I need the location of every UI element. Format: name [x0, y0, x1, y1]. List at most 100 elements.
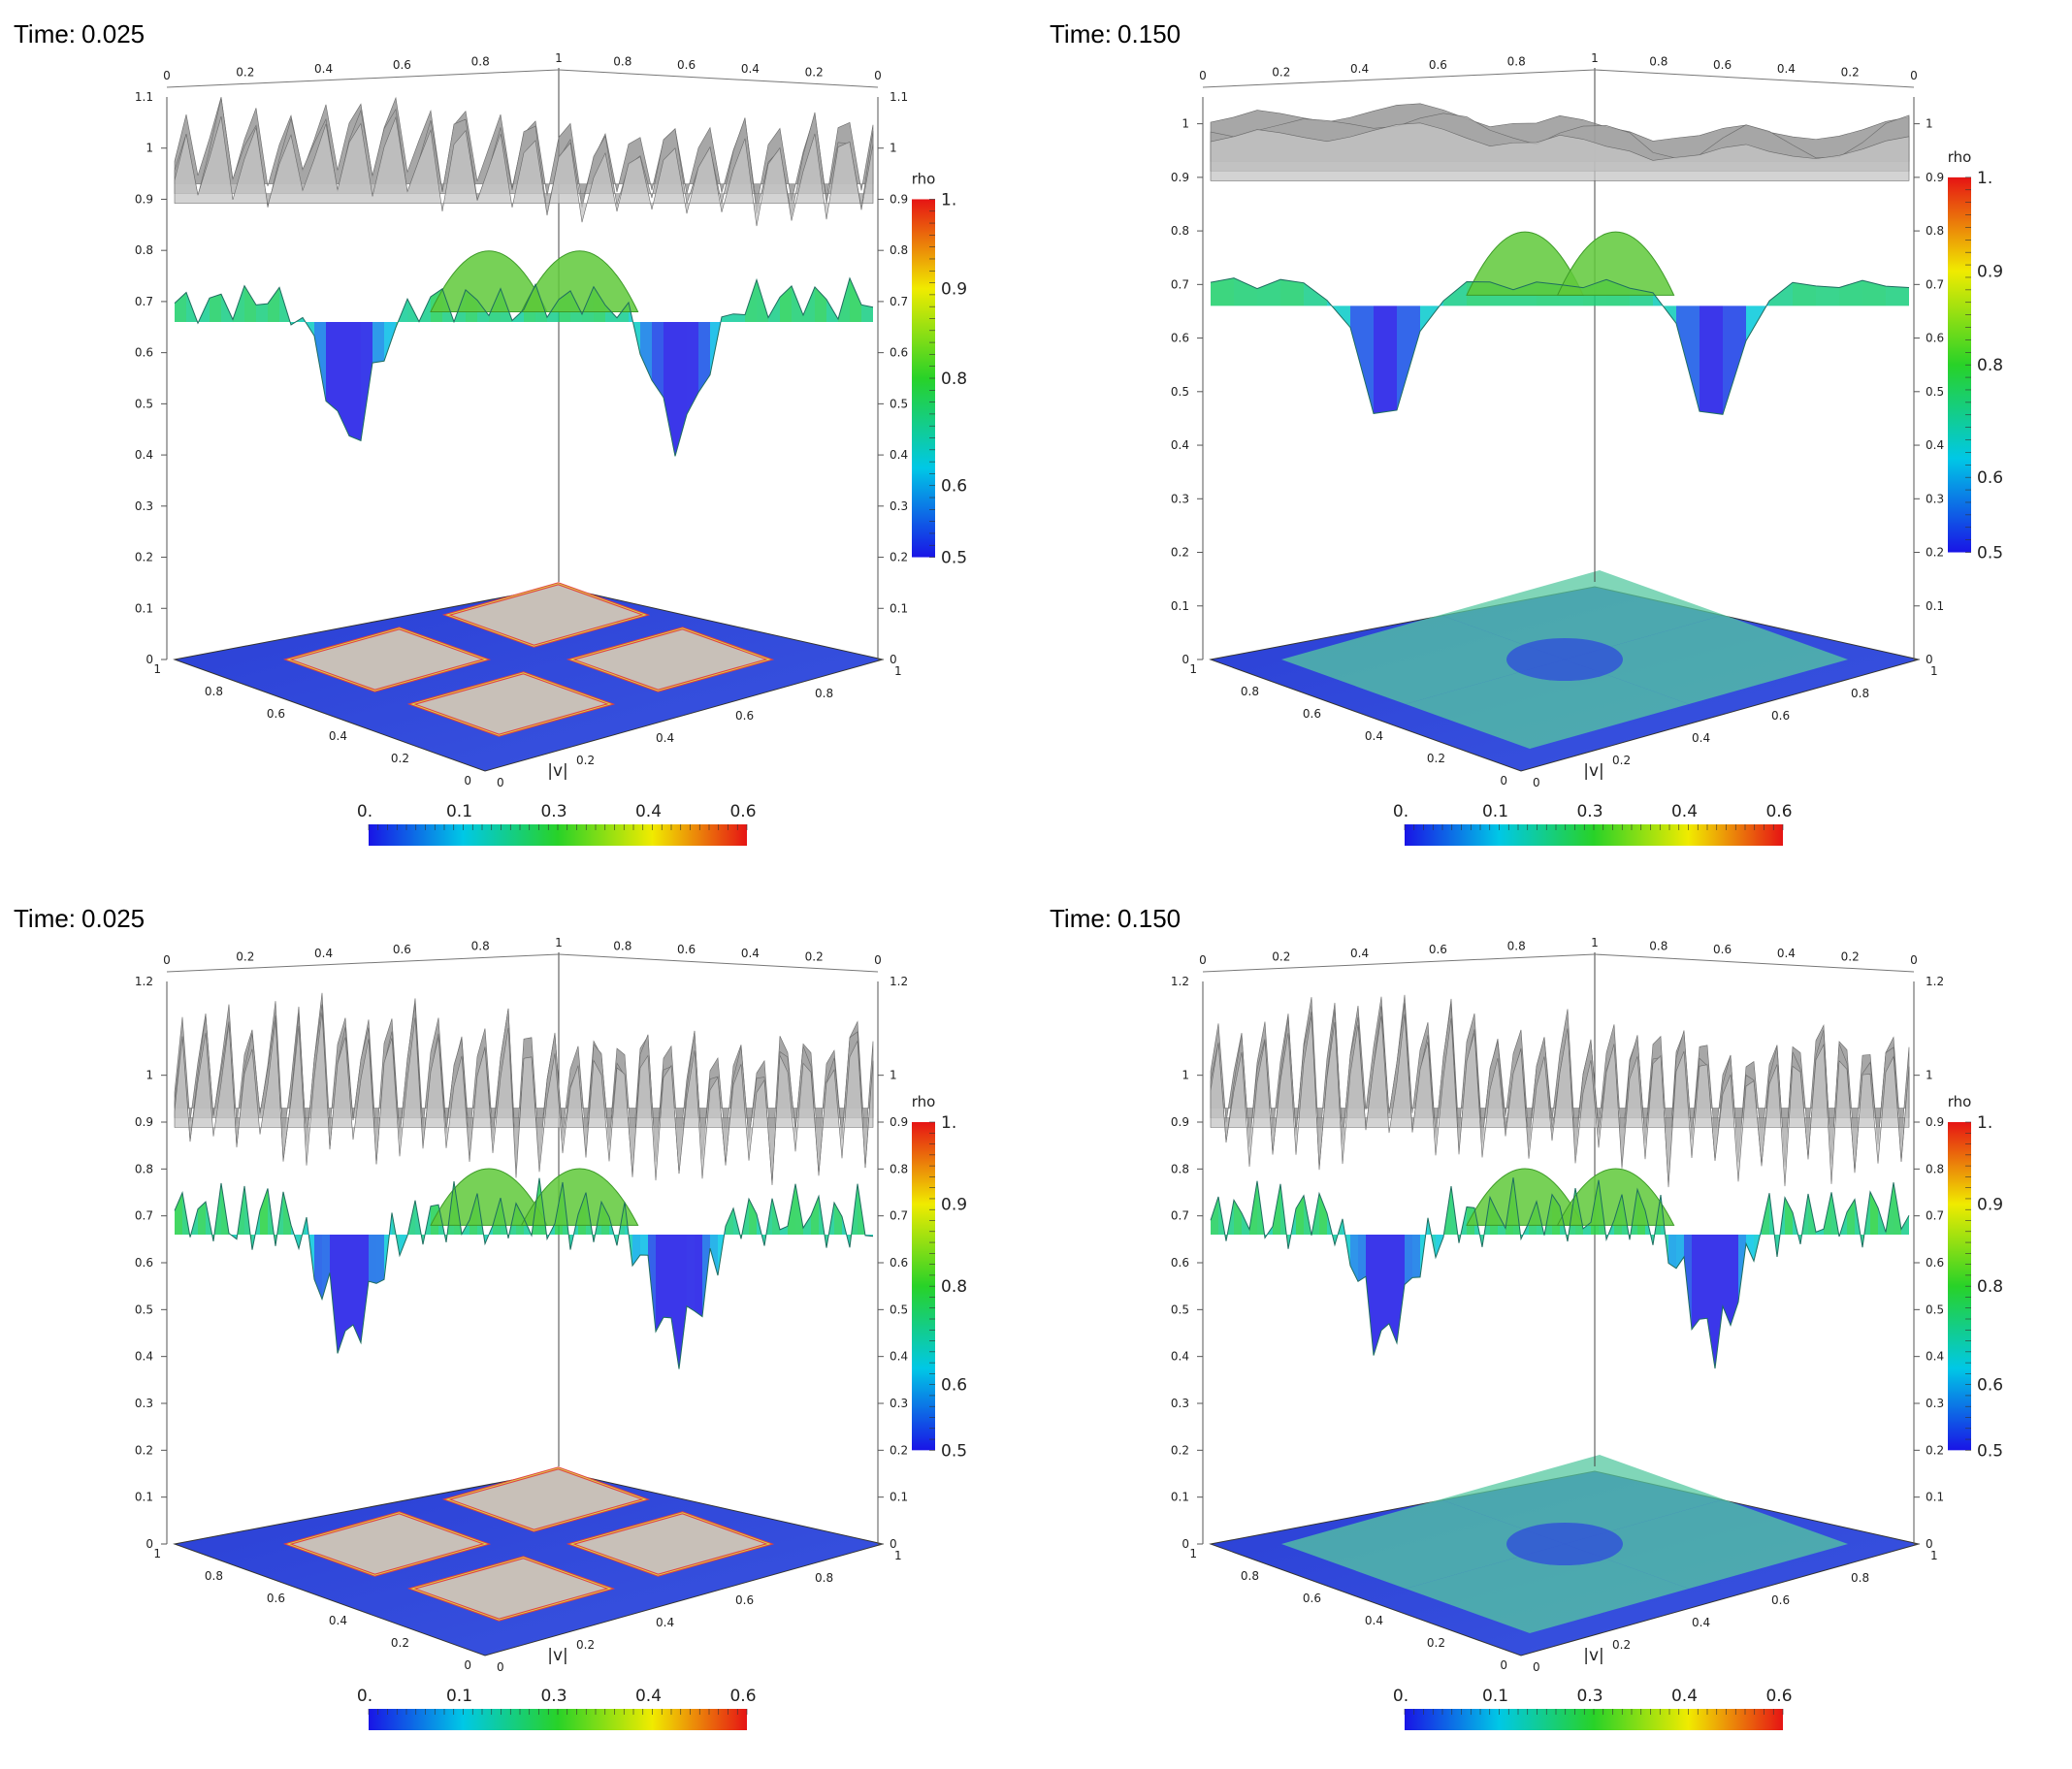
- z-tick-label-left: 1: [1182, 117, 1189, 131]
- floor-patch: [1565, 615, 1848, 704]
- rho-surface-facet: [376, 1235, 384, 1284]
- z-tick-label-right: 0.7: [890, 1209, 908, 1223]
- back-axis-tick-label: 0: [1910, 953, 1918, 967]
- floor-center: [1506, 638, 1623, 681]
- velocity-colorbar-label: 0.6: [729, 802, 756, 821]
- rho-surface-facet: [1692, 1235, 1700, 1330]
- rho-colorbar-label: 0.8: [941, 370, 967, 389]
- z-tick-label-right: 0.8: [1926, 224, 1944, 238]
- floor-right-tick-label: 0.4: [656, 1616, 674, 1629]
- velocity-colorbar-label: 0.: [357, 802, 372, 821]
- velocity-colorbar-label: 0.: [357, 1687, 372, 1706]
- floor-left-tick-label: 0.6: [1303, 1592, 1321, 1605]
- floor-patch-edge: [445, 1467, 647, 1531]
- rho-surface-facet: [210, 294, 221, 322]
- z-tick-label-left: 0.6: [135, 1256, 153, 1270]
- velocity-colorbar-label: 0.3: [540, 1687, 567, 1706]
- rho-surface-facet: [687, 322, 698, 415]
- z-tick-label-left: 0.2: [1171, 1443, 1189, 1457]
- rho-surface-facet: [792, 285, 803, 322]
- rho-colorbar-label: 1.: [941, 1113, 956, 1133]
- floor-left-tick-label: 0.6: [267, 707, 285, 721]
- rho-surface-facet: [198, 1202, 206, 1235]
- time-label: Time: 0.025: [14, 19, 146, 48]
- floor-right-tick-label: 0.8: [815, 1571, 833, 1585]
- rho-surface-facet: [1405, 1235, 1412, 1285]
- floor-left-tick-label: 0.4: [329, 1614, 347, 1627]
- back-axis-tick-label: 0: [163, 953, 171, 967]
- rho-surface-facet: [1389, 1235, 1397, 1343]
- velocity-colorbar-label: 0.1: [446, 1687, 472, 1706]
- floor-right-tick-label: 0: [497, 1660, 504, 1674]
- rho-colorbar-label: 0.5: [941, 549, 967, 568]
- floor-patch: [1565, 1499, 1848, 1589]
- rho-surface-facet: [675, 322, 687, 457]
- floor-axis-label: |v|: [1583, 1646, 1604, 1665]
- velocity-colorbar-label: 0.1: [1482, 1687, 1508, 1706]
- back-axis-tick-label: 0.2: [236, 65, 254, 79]
- z-tick-label-left: 0.1: [1171, 1491, 1189, 1504]
- floor-right-tick-label: 0.6: [1771, 1593, 1790, 1607]
- rho-colorbar-title: rho: [912, 170, 936, 187]
- z-tick-label-right: 0.9: [1926, 171, 1944, 184]
- floor-patch: [1441, 1455, 1724, 1544]
- z-tick-label-right: 0.7: [1926, 1209, 1944, 1223]
- back-axis-tick-label: 0.4: [1777, 947, 1796, 960]
- z-tick-label-right: 0.5: [890, 1303, 908, 1316]
- rho-colorbar-label: 0.6: [1977, 468, 2003, 488]
- z-tick-label-right: 1: [1926, 117, 1933, 131]
- rho-surface-facet: [679, 1235, 687, 1369]
- z-tick-label-right: 0.1: [1926, 1491, 1944, 1504]
- rho-surface-facet: [1901, 1215, 1909, 1235]
- rho-surface-facet: [1257, 279, 1280, 306]
- rho-surface-facet: [1226, 1200, 1234, 1241]
- floor-left-tick-label: 0.4: [1365, 1614, 1383, 1627]
- floor-left-tick-label: 0: [464, 774, 471, 788]
- plot-panel-top-right: 0 0 0.1 0.1 0.2 0.2 0.3 0.3 0.4 0.4 0.5 0.5 0.6 0.6 0.…: [1036, 0, 2072, 884]
- z-tick-label-left: 0.8: [135, 1162, 153, 1175]
- velocity-colorbar-label: 0.6: [1765, 1687, 1792, 1706]
- floor-right-tick-label: 1: [1930, 1549, 1938, 1562]
- rho-surface-edge: [1210, 277, 1910, 415]
- back-axis-tick-label: 1: [555, 51, 563, 65]
- rho-surface-facet: [175, 1192, 182, 1235]
- rho-surface-facet: [648, 1235, 656, 1332]
- plot-svg: 0 00.1 0.10.2 0.20.3 0.30.4 0.40.5 0.50.6 0.60.…: [1171, 936, 2003, 1730]
- floor-patch: [1441, 570, 1724, 659]
- z-tick-label-left: 0.9: [1171, 1115, 1189, 1129]
- z-tick-label-right: 1.1: [890, 90, 908, 104]
- back-axis-tick-label: 0: [1199, 69, 1207, 82]
- floor-left-tick-label: 1: [1189, 662, 1197, 676]
- z-tick-label-right: 0.1: [1926, 599, 1944, 613]
- z-tick-label-right: 0.9: [1926, 1115, 1944, 1129]
- back-axis-tick-label: 0.6: [677, 58, 696, 72]
- rho-colorbar-label: 0.8: [1977, 1277, 2003, 1297]
- floor-right-tick-label: 0: [1533, 776, 1540, 789]
- plot-panel-bottom-left: 0 0 0.1 0.1 0.2 0.2 0.3 0.3 0.4 0.4 0.5 0.5 0.6 0.6 0.…: [0, 884, 1036, 1769]
- upper-surface: [174, 115, 874, 227]
- back-axis-tick-label: 0.6: [677, 943, 696, 956]
- rho-surface-facet: [1319, 1193, 1327, 1235]
- floor-left-tick-label: 0.2: [1427, 1636, 1445, 1650]
- z-tick-label-right: 0: [890, 1537, 897, 1551]
- rho-surface-facet: [175, 292, 186, 322]
- rho-surface-facet: [268, 287, 279, 322]
- floor-right-tick-label: 0: [1533, 1660, 1540, 1674]
- rho-surface-facet: [1793, 282, 1816, 306]
- rho-surface-facet: [632, 1235, 640, 1267]
- floor-axis-label: |v|: [547, 1646, 568, 1665]
- rho-surface-facet: [850, 277, 861, 322]
- rho-surface-facet: [710, 1235, 718, 1276]
- rho-surface-facet: [1707, 1235, 1715, 1369]
- rho-surface-facet: [1374, 306, 1397, 414]
- back-edge-right: [1594, 69, 1915, 88]
- velocity-colorbar-label: 0.4: [1671, 802, 1698, 821]
- back-axis-tick-label: 0.8: [613, 55, 631, 69]
- z-tick-label-right: 0.6: [890, 346, 908, 360]
- rho-surface-facet: [1381, 1235, 1389, 1331]
- rho-surface-facet: [671, 1235, 679, 1369]
- upper-surface: [174, 1012, 874, 1184]
- rho-surface-facet: [1443, 281, 1467, 306]
- rho-surface-facet: [1731, 1235, 1738, 1326]
- rho-colorbar-label: 0.9: [941, 280, 967, 300]
